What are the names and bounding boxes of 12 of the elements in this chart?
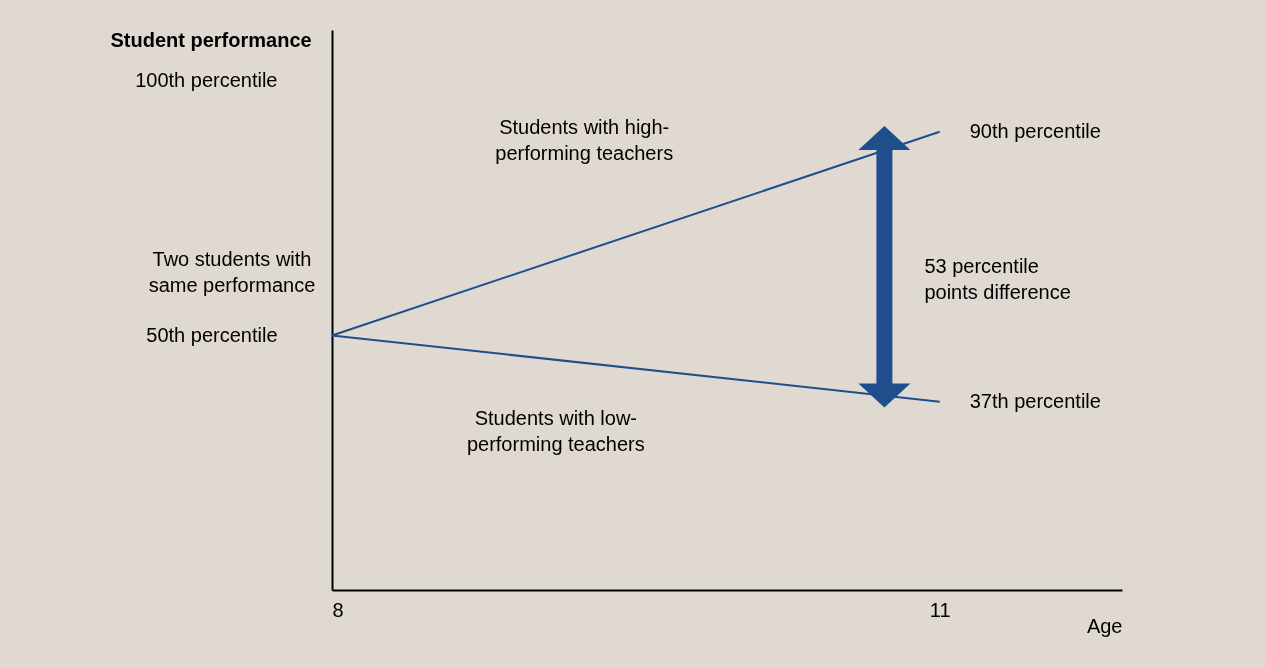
annotation: Two students with same performance (148, 248, 316, 297)
annotation: 37th percentile (969, 389, 1101, 412)
annotation: Students with high-performing teachers (495, 116, 674, 165)
x-tick-label: 8 (332, 598, 344, 621)
y-tick-label: 50th percentile (146, 323, 278, 346)
x-tick-label: 11 (929, 598, 951, 621)
y-axis-title: Student performance (110, 28, 312, 51)
annotation: 90th percentile (969, 119, 1101, 142)
annotation: Students with low-performing teachers (466, 406, 645, 455)
annotation: 53 percentile points difference (924, 254, 1071, 303)
y-tick-label: 100th percentile (135, 69, 278, 92)
x-axis-title: Age (1086, 614, 1123, 637)
